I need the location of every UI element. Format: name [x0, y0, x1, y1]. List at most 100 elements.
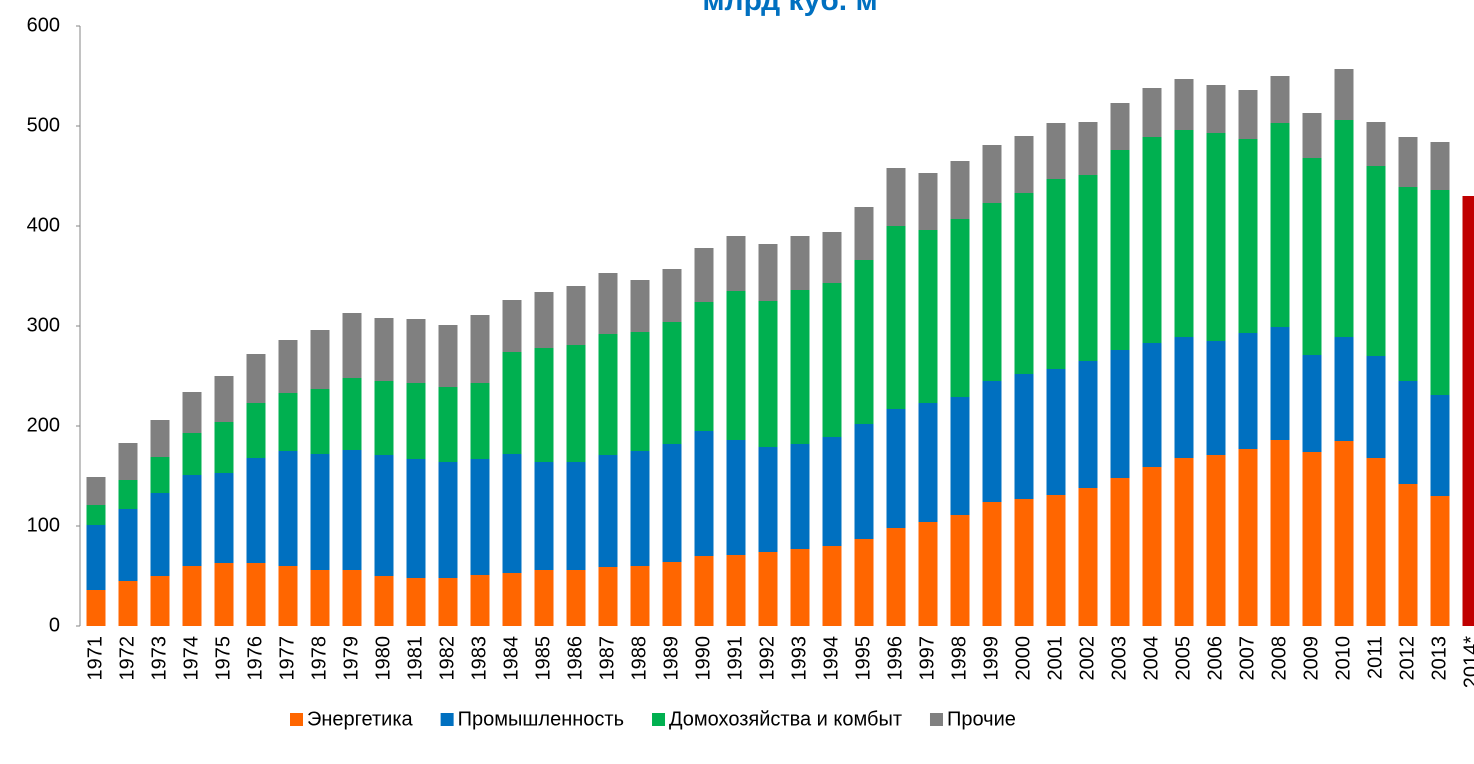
bar-segment — [118, 480, 138, 509]
bar-segment — [1366, 122, 1386, 166]
bar-segment — [886, 226, 906, 409]
bar-segment — [374, 576, 394, 626]
bar-segment — [86, 590, 106, 626]
bar-segment — [758, 447, 778, 552]
x-tick-label: 2014* — [1460, 636, 1474, 688]
bar-segment — [1334, 120, 1354, 337]
bar-segment — [1078, 361, 1098, 488]
bar-segment — [310, 570, 330, 626]
x-tick-label: 2012 — [1396, 636, 1418, 681]
bar-segment — [694, 248, 714, 302]
bar-segment — [1238, 449, 1258, 626]
bar-segment — [566, 345, 586, 462]
y-tick-label: 500 — [27, 114, 60, 136]
bar-segment — [982, 145, 1002, 203]
bar-segment — [598, 455, 618, 567]
bar-segment — [86, 505, 106, 525]
bar-segment — [86, 525, 106, 590]
bar-segment — [214, 376, 234, 422]
bar-segment — [1238, 139, 1258, 333]
bar-segment — [1142, 343, 1162, 467]
bar-segment — [886, 528, 906, 626]
bar-segment — [854, 207, 874, 260]
bar-segment — [406, 459, 426, 578]
bar-segment — [374, 318, 394, 381]
bar-segment — [1078, 488, 1098, 626]
bar-segment — [694, 556, 714, 626]
x-tick-label: 1975 — [212, 636, 234, 681]
bar-segment — [310, 330, 330, 389]
legend-label: Прочие — [947, 708, 1016, 730]
bar-segment — [1174, 337, 1194, 458]
bar-segment — [1334, 337, 1354, 441]
bar-segment — [1398, 137, 1418, 187]
bar-segment — [246, 403, 266, 458]
bar-segment — [1206, 133, 1226, 341]
x-tick-label: 1996 — [884, 636, 906, 681]
x-tick-label: 2010 — [1332, 636, 1354, 681]
bar-segment — [758, 301, 778, 447]
bar-segment — [182, 433, 202, 475]
bar-segment — [438, 462, 458, 578]
bar-segment — [1174, 79, 1194, 130]
x-tick-label: 2003 — [1108, 636, 1130, 681]
bar-segment — [406, 578, 426, 626]
bar-segment — [278, 566, 298, 626]
bar-segment — [150, 457, 170, 493]
x-tick-label: 1992 — [756, 636, 778, 681]
bar-segment — [918, 522, 938, 626]
bar-segment — [534, 570, 554, 626]
bar-segment — [1014, 499, 1034, 626]
legend-label: Домохозяйства и комбыт — [669, 708, 902, 730]
bar-segment — [1014, 374, 1034, 499]
bar-segment — [150, 420, 170, 457]
bar-segment — [1462, 196, 1474, 626]
x-tick-label: 1987 — [596, 636, 618, 681]
bar-segment — [214, 563, 234, 626]
x-tick-label: 2006 — [1204, 636, 1226, 681]
x-tick-label: 2000 — [1012, 636, 1034, 681]
bar-segment — [1110, 350, 1130, 478]
bar-segment — [182, 392, 202, 433]
bar-segment — [662, 444, 682, 562]
x-tick-label: 2011 — [1364, 636, 1386, 679]
x-tick-label: 2001 — [1044, 636, 1066, 681]
bar-segment — [342, 313, 362, 378]
bar-segment — [662, 562, 682, 626]
legend-swatch — [440, 713, 454, 726]
bar-segment — [470, 459, 490, 575]
bar-segment — [726, 440, 746, 555]
bar-segment — [1430, 395, 1450, 496]
bar-segment — [1014, 136, 1034, 193]
bar-segment — [1110, 150, 1130, 350]
bar-segment — [502, 573, 522, 626]
y-tick-label: 0 — [49, 614, 60, 636]
bar-segment — [278, 340, 298, 393]
legend-label: Промышленность — [458, 708, 624, 730]
bar-segment — [950, 219, 970, 397]
bar-segment — [950, 161, 970, 219]
x-tick-label: 1984 — [500, 636, 522, 681]
bar-segment — [886, 409, 906, 528]
bar-segment — [790, 444, 810, 549]
bar-segment — [662, 269, 682, 322]
x-tick-label: 1976 — [244, 636, 266, 681]
bar-segment — [822, 437, 842, 546]
bar-segment — [918, 403, 938, 522]
bar-segment — [1206, 341, 1226, 455]
x-tick-label: 1986 — [564, 636, 586, 681]
bar-segment — [534, 462, 554, 570]
bar-segment — [1238, 333, 1258, 449]
bar-segment — [1142, 88, 1162, 137]
y-tick-label: 600 — [27, 14, 60, 36]
bar-segment — [438, 578, 458, 626]
bar-segment — [342, 378, 362, 450]
bar-segment — [1270, 123, 1290, 327]
bar-segment — [374, 381, 394, 455]
bar-segment — [118, 509, 138, 581]
y-tick-label: 400 — [27, 214, 60, 236]
bar-segment — [1366, 356, 1386, 458]
bar-segment — [470, 315, 490, 383]
bar-segment — [1398, 187, 1418, 381]
bar-segment — [1366, 166, 1386, 356]
